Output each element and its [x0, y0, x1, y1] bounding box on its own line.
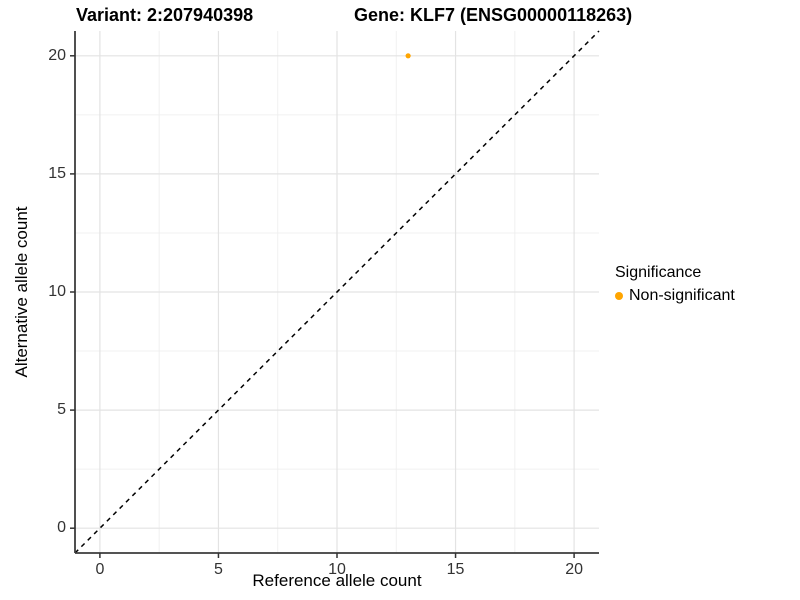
x-tick-label: 15	[446, 561, 465, 578]
gene-title: Gene: KLF7 (ENSG00000118263)	[354, 5, 633, 25]
y-tick-label: 0	[57, 519, 66, 537]
x-axis-title: Reference allele count	[252, 571, 422, 590]
plot-canvas	[70, 30, 600, 558]
legend-item: Non-significant	[615, 287, 735, 305]
legend-item-label: Non-significant	[629, 287, 735, 304]
legend-items: Non-significant	[615, 287, 735, 305]
y-tick-label: 20	[48, 46, 66, 64]
y-tick-label: 10	[48, 283, 66, 300]
identity-dashed-line	[74, 30, 600, 554]
legend-title: Significance	[615, 264, 702, 281]
variant-title: Variant: 2:207940398	[76, 5, 254, 25]
x-tick-label: 10	[328, 561, 346, 578]
plot-panel: 0 5 10 15 20 0 5 10 15 20	[48, 30, 600, 578]
data-point	[405, 53, 411, 59]
x-tick-label: 20	[565, 561, 583, 578]
y-tick-label: 5	[57, 401, 66, 419]
x-tick-label: 5	[213, 561, 223, 578]
legend: Significance Non-significant	[615, 264, 735, 305]
legend-key-dot-icon	[615, 292, 623, 300]
x-tick-label: 0	[95, 561, 105, 578]
y-axis-title: Alternative allele count	[12, 206, 31, 378]
y-tick-label: 15	[48, 164, 66, 182]
